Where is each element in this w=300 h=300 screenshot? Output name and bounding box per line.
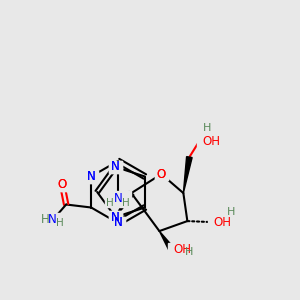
Text: N: N (114, 217, 122, 230)
Bar (155, 168, 168, 180)
Bar (201, 123, 213, 134)
Polygon shape (183, 157, 192, 193)
Text: N: N (48, 213, 56, 226)
Text: N: N (111, 211, 120, 224)
Bar (183, 247, 195, 258)
Bar (168, 243, 190, 255)
Text: O: O (157, 168, 166, 181)
Bar (85, 170, 98, 182)
Bar (197, 135, 218, 147)
Text: N: N (114, 217, 122, 230)
Text: H: H (227, 207, 236, 217)
Bar (225, 207, 237, 218)
Text: H: H (122, 198, 130, 208)
Bar (85, 170, 98, 182)
Bar (56, 178, 69, 190)
Bar (109, 161, 122, 173)
Text: O: O (58, 178, 67, 191)
Bar (109, 161, 122, 173)
Bar (105, 191, 131, 207)
Text: OH: OH (202, 135, 220, 148)
Text: OH: OH (173, 243, 191, 256)
Text: H: H (203, 123, 212, 133)
Bar (109, 211, 122, 223)
Polygon shape (159, 231, 174, 250)
Bar (155, 168, 168, 180)
Text: H: H (41, 213, 50, 226)
Text: OH: OH (213, 216, 231, 229)
Bar (39, 212, 67, 226)
Bar (112, 217, 124, 229)
Bar (208, 216, 230, 228)
Polygon shape (116, 191, 134, 217)
Text: N: N (111, 160, 120, 173)
Text: H: H (56, 218, 64, 229)
Text: O: O (157, 168, 166, 181)
Bar (56, 178, 69, 190)
Text: H: H (106, 198, 114, 208)
Text: N: N (87, 170, 95, 183)
Text: N: N (111, 160, 120, 173)
Text: N: N (111, 211, 120, 224)
Text: N: N (114, 193, 122, 206)
Bar (112, 217, 124, 229)
Text: O: O (58, 178, 67, 191)
Bar (109, 211, 122, 223)
Text: N: N (87, 170, 95, 183)
Text: H: H (185, 247, 194, 257)
